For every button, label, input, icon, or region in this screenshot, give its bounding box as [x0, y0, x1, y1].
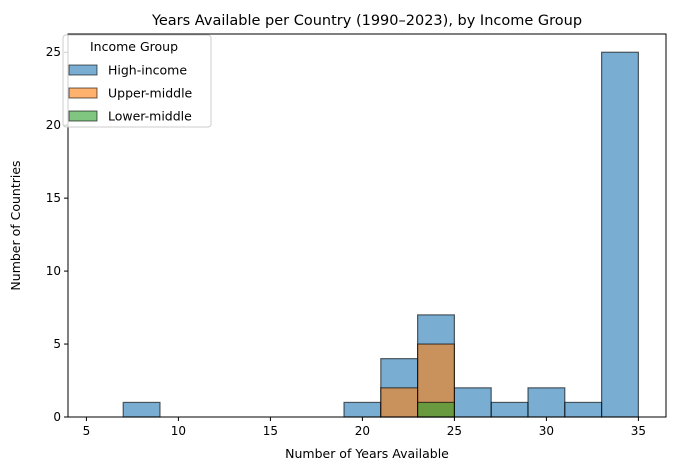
- legend-swatch-high-income: [68, 64, 98, 76]
- y-tick-label: 0: [53, 410, 61, 424]
- x-tick-label: 5: [83, 424, 91, 438]
- y-tick-label: 25: [46, 45, 61, 59]
- bars-group: [122, 51, 639, 418]
- bar-high-income-29-31: [527, 387, 566, 418]
- x-tick-label: 35: [631, 424, 646, 438]
- bar-high-income-19-21: [343, 401, 382, 418]
- legend-label-lower-middle: Lower-middle: [108, 109, 192, 124]
- legend-label-high-income: High-income: [108, 63, 187, 78]
- bar-high-income-33-35: [600, 51, 639, 418]
- y-tick-label: 5: [53, 337, 61, 351]
- x-tick-label: 30: [539, 424, 554, 438]
- y-tick-label: 15: [46, 191, 61, 205]
- bar-high-income-31-33: [564, 401, 603, 418]
- chart-title: Years Available per Country (1990–2023),…: [151, 13, 582, 29]
- plot-frame: [67, 33, 667, 418]
- y-axis-ticks: 0 5 10 15 20 25: [46, 45, 68, 424]
- x-tick-label: 10: [171, 424, 186, 438]
- bar-high-income-7-9: [122, 401, 161, 418]
- legend-title: Income Group: [90, 39, 178, 54]
- x-axis-ticks: 5 10 15 20 25 30 35: [83, 417, 646, 438]
- x-tick-label: 25: [447, 424, 462, 438]
- y-axis-label: Number of Countries: [8, 160, 23, 290]
- legend-swatch-lower-middle: [68, 110, 98, 122]
- legend-swatch-upper-middle: [68, 87, 98, 99]
- legend-frame: [62, 34, 212, 128]
- bar-upper-middle-21-23: [380, 387, 419, 418]
- bar-high-income-25-27: [453, 387, 492, 418]
- x-axis-label: Number of Years Available: [285, 446, 449, 461]
- bar-high-income-27-29: [490, 401, 529, 418]
- legend-label-upper-middle: Upper-middle: [108, 86, 193, 101]
- y-tick-label: 20: [46, 118, 61, 132]
- bar-lower-middle-23-25: [417, 401, 456, 418]
- y-tick-label: 10: [46, 264, 61, 278]
- x-tick-label: 20: [355, 424, 370, 438]
- legend: Income Group High-income Upper-middle Lowe…: [62, 34, 212, 128]
- x-tick-label: 15: [263, 424, 278, 438]
